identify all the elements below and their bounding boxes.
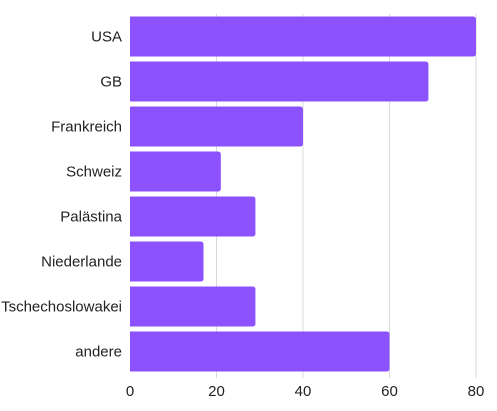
x-axis-tick-layer: 0 20 40 60 80 [126,383,485,400]
bar-frankreich [130,106,303,147]
bar-usa [130,16,476,57]
category-label: Frankreich [51,119,122,136]
bar-andere [130,331,390,372]
category-label: USA [91,29,122,46]
bar-niederlande [130,241,204,282]
x-tick-label: 20 [208,383,225,400]
category-label: andere [75,344,122,361]
x-tick-label: 80 [468,383,485,400]
x-tick-label: 40 [295,383,312,400]
bar-schweiz [130,151,221,192]
category-label: Schweiz [66,164,122,181]
x-tick-label: 0 [126,383,134,400]
category-label: Niederlande [41,254,122,271]
bar-tschechoslowakei [130,286,256,327]
category-label: Palästina [60,209,122,226]
bar-pal-stina [130,196,256,237]
x-tick-label: 60 [381,383,398,400]
bar-gb [130,61,429,102]
bar-layer [130,16,476,372]
category-label-layer: USA GB Frankreich Schweiz Palästina Niederlan… [1,29,123,361]
category-label: Tschechoslowakei [1,299,122,316]
category-label: GB [100,74,122,91]
